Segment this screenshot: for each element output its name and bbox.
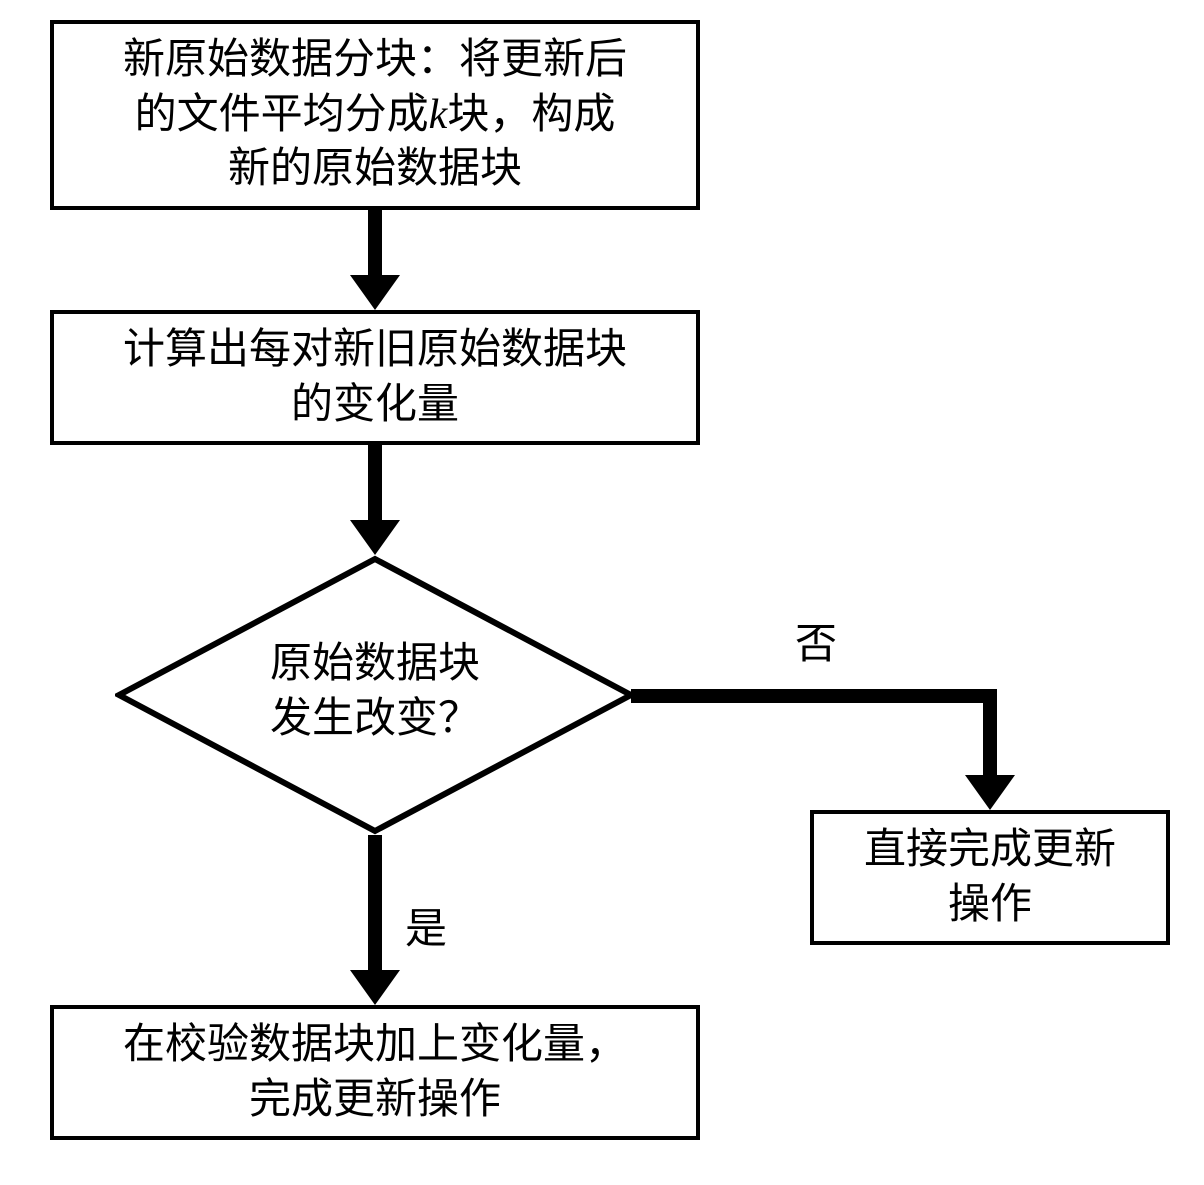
node-4-text: 在校验数据块加上变化量， 完成更新操作: [123, 1018, 627, 1127]
node-5-line2: 操作: [948, 882, 1032, 928]
node-4-line1: 在校验数据块加上变化量，: [123, 1022, 627, 1068]
node-5-line1: 直接完成更新: [864, 827, 1116, 873]
node-3-line2: 发生改变？: [270, 696, 480, 742]
node-1-line2-post: 块，构成: [447, 92, 615, 138]
node-1-line1: 新原始数据分块：将更新后: [123, 37, 627, 83]
arrow-yes: [350, 835, 400, 1005]
node-1-line3: 新的原始数据块: [228, 146, 522, 192]
node-1-line2-pre: 的文件平均分成: [135, 92, 429, 138]
arrow-2: [350, 445, 400, 555]
decision-node-3-text: 原始数据块 发生改变？: [255, 637, 495, 746]
node-2-line1: 计算出每对新旧原始数据块: [123, 327, 627, 373]
arrow-no-head: [965, 775, 1015, 810]
node-5-text: 直接完成更新 操作: [864, 823, 1116, 932]
node-1-text: 新原始数据分块：将更新后 的文件平均分成k块，构成 新的原始数据块: [123, 33, 627, 197]
arrow-no-h: [631, 689, 996, 703]
process-node-4: 在校验数据块加上变化量， 完成更新操作: [50, 1005, 700, 1140]
node-2-text: 计算出每对新旧原始数据块 的变化量: [123, 323, 627, 432]
label-no: 否: [795, 610, 837, 671]
process-node-5: 直接完成更新 操作: [810, 810, 1170, 945]
node-3-line1: 原始数据块: [270, 641, 480, 687]
node-2-line2: 的变化量: [291, 382, 459, 428]
process-node-1: 新原始数据分块：将更新后 的文件平均分成k块，构成 新的原始数据块: [50, 20, 700, 210]
node-1-var-k: k: [429, 92, 448, 138]
label-yes: 是: [405, 895, 447, 956]
arrow-1: [350, 210, 400, 310]
arrow-no-v: [983, 689, 997, 779]
process-node-2: 计算出每对新旧原始数据块 的变化量: [50, 310, 700, 445]
node-4-line2: 完成更新操作: [249, 1077, 501, 1123]
